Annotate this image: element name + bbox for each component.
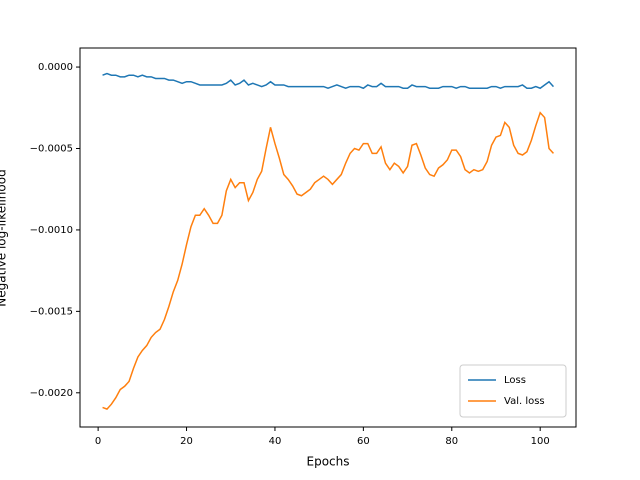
data-line — [102, 72, 555, 90]
legend-box — [459, 364, 567, 418]
y-tick-label: 0.0000 — [38, 62, 73, 73]
x-tick-label: 100 — [531, 436, 550, 447]
x-tick-label: 40 — [269, 436, 282, 447]
x-tick-label: 20 — [180, 436, 193, 447]
y-tick-label: −0.0015 — [30, 306, 73, 317]
plot-frame — [79, 47, 577, 428]
x-tick-label: 80 — [445, 436, 458, 447]
y-axis-label: Negative log-likelihood — [0, 169, 9, 306]
data-line — [102, 111, 555, 410]
legend-label: Loss — [504, 375, 526, 386]
x-tick-label: 60 — [357, 436, 370, 447]
legend-label: Val. loss — [504, 396, 545, 407]
x-axis-label: Epochs — [307, 455, 350, 469]
x-tick-label: 0 — [95, 436, 101, 447]
y-tick-label: −0.0010 — [30, 225, 73, 236]
y-tick-label: −0.0005 — [30, 143, 73, 154]
y-tick-label: −0.0020 — [30, 388, 73, 399]
